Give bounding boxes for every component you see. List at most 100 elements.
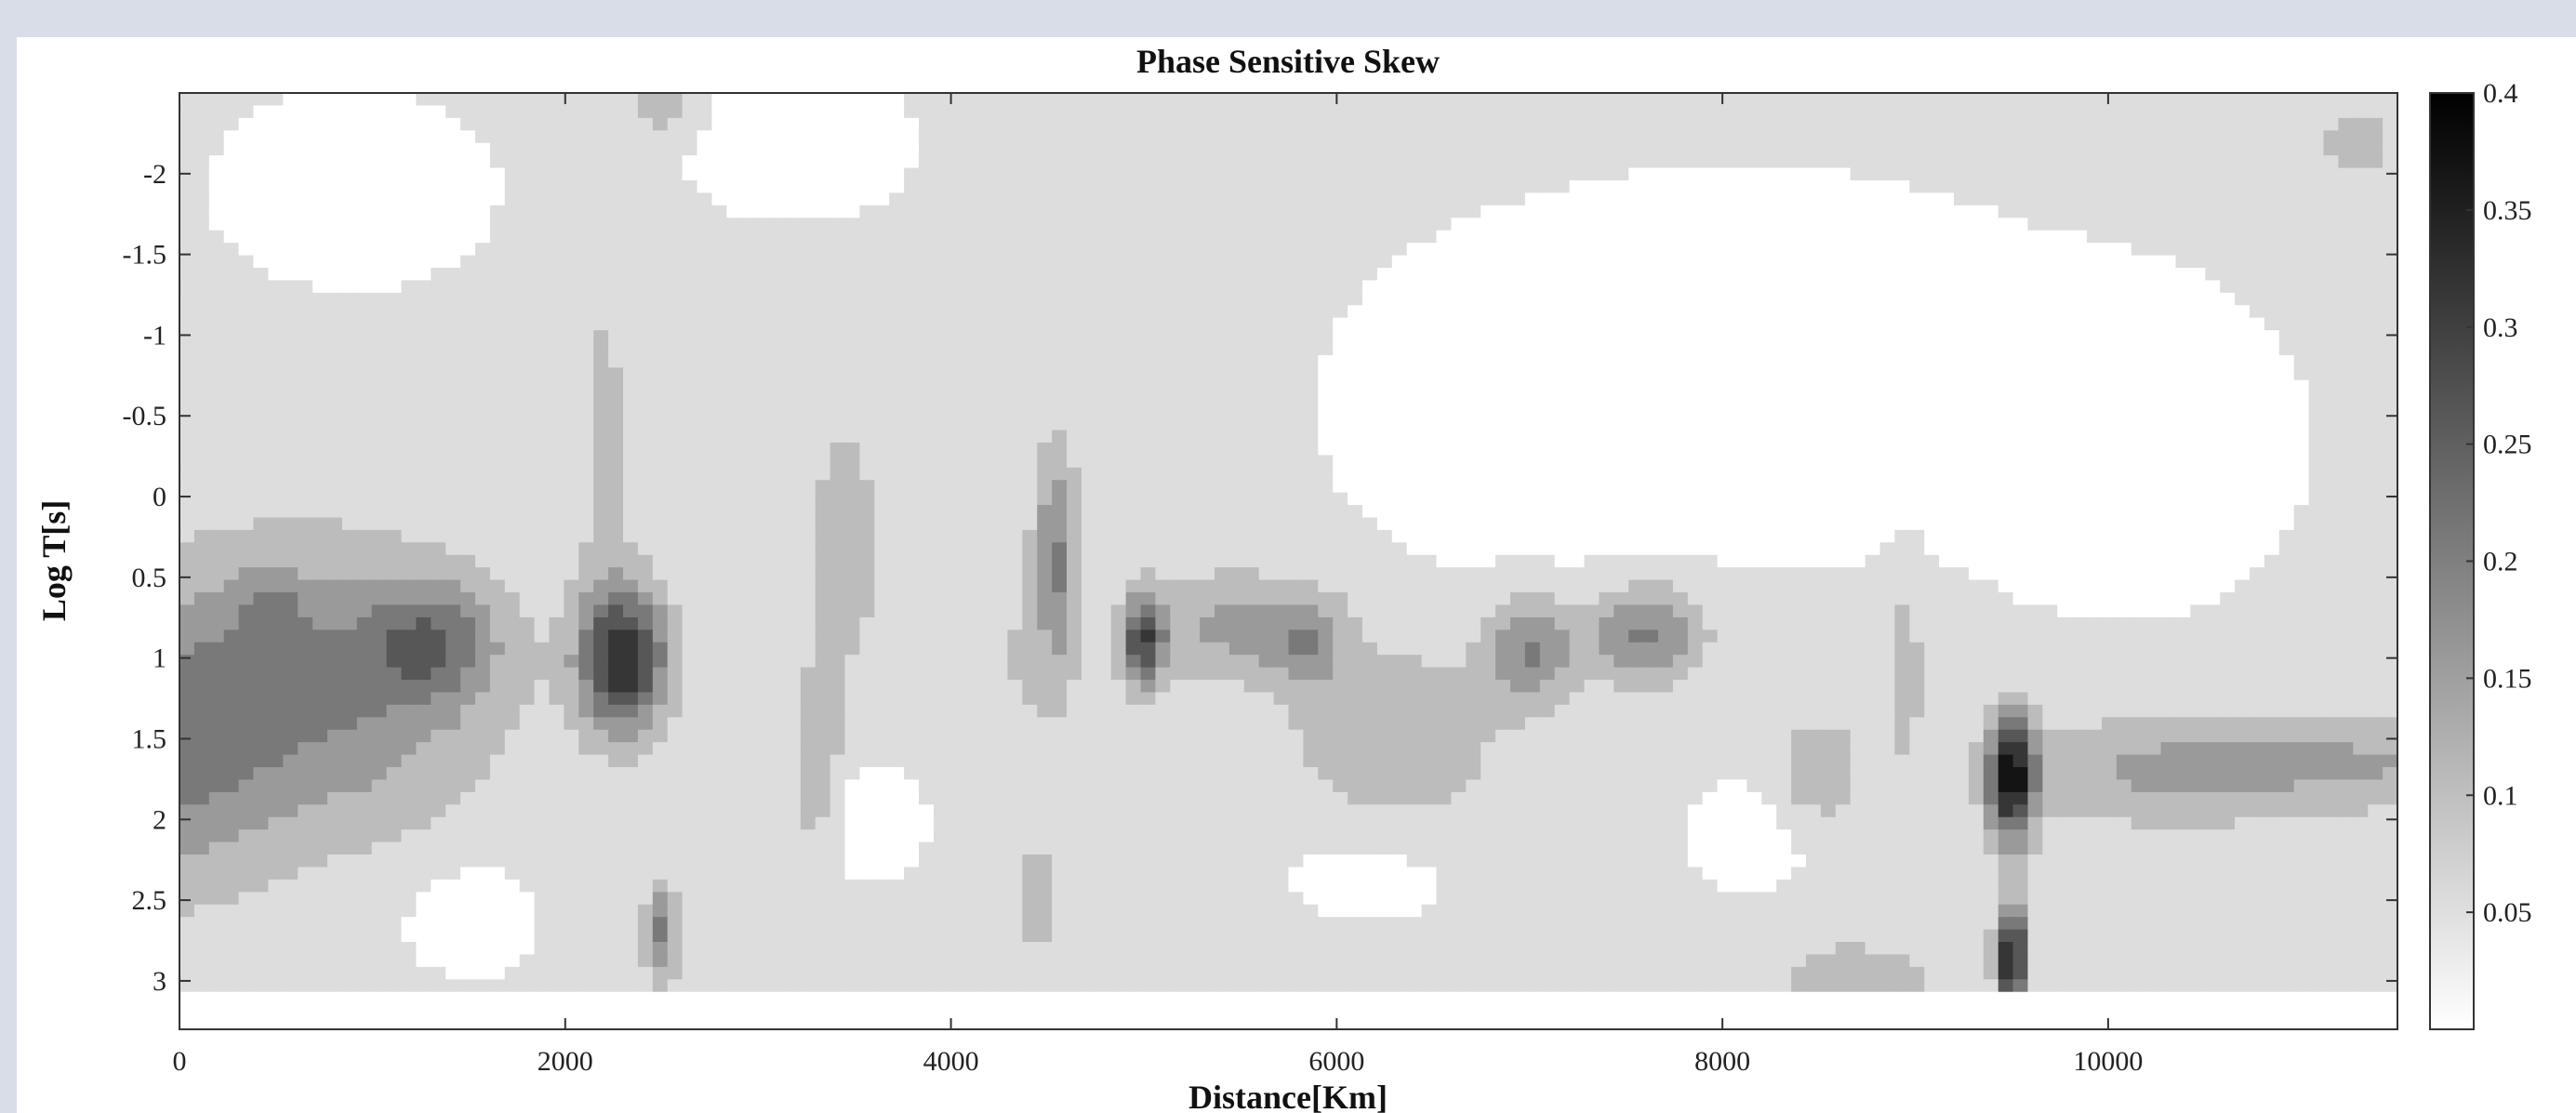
heatmap-cell-2418 (445, 292, 461, 306)
heatmap-cell-1580 (1362, 218, 1378, 232)
heatmap-cell-4978 (593, 505, 609, 519)
heatmap-cell-3185 (697, 354, 712, 368)
heatmap-cell-3447 (2353, 367, 2369, 381)
heatmap-cell-600 (179, 142, 195, 156)
heatmap-cell-2740 (771, 317, 787, 331)
heatmap-cell-4894 (1569, 492, 1586, 506)
heatmap-cell-4087 (726, 430, 742, 444)
heatmap-cell-2298 (889, 280, 905, 294)
heatmap-cell-4652 (208, 480, 225, 494)
heatmap-cell-3790 (771, 404, 787, 418)
heatmap-cell-3940 (771, 417, 787, 431)
heatmap-cell-728 (2072, 142, 2088, 156)
heatmap-cell-3061 (1081, 342, 1097, 356)
heatmap-cell-1097 (874, 179, 890, 194)
heatmap-cell-921 (489, 167, 506, 181)
heatmap-cell-4178 (2072, 430, 2088, 444)
heatmap-cell-4879 (1348, 492, 1363, 506)
heatmap-cell-1463 (1850, 205, 1866, 219)
heatmap-cell-4753 (1702, 480, 1719, 494)
heatmap-cell-3605 (253, 392, 269, 406)
heatmap-cell-3354 (977, 367, 994, 381)
heatmap-cell-1598 (1628, 218, 1644, 232)
heatmap-cell-3079 (1348, 342, 1363, 356)
heatmap-cell-3681 (1376, 392, 1393, 406)
heatmap-cell-1789 (2235, 230, 2251, 244)
heatmap-cell-2701 (193, 317, 210, 331)
heatmap-cell-4469 (1939, 455, 1955, 469)
heatmap-cell-3596 (2338, 379, 2354, 393)
heatmap-cell-1044 (2308, 167, 2325, 181)
heatmap-cell-4567 (1170, 467, 1186, 481)
heatmap-cell-1209 (312, 192, 328, 206)
heatmap-cell-3023 (519, 342, 536, 356)
heatmap-cell-4367 (431, 455, 446, 469)
heatmap-cell-1987 (726, 255, 742, 269)
heatmap-cell-1298 (1628, 192, 1644, 206)
heatmap-cell-2464 (1125, 292, 1142, 306)
heatmap-cell-2052 (1687, 255, 1704, 269)
heatmap-cell-4601 (1672, 467, 1689, 481)
heatmap-cell-2617 (1170, 305, 1186, 319)
heatmap-cell-434 (2160, 117, 2177, 131)
heatmap-cell-4850 (919, 492, 935, 506)
heatmap-cell-410 (1806, 117, 1822, 131)
heatmap-cell-2942 (1539, 330, 1556, 344)
heatmap-cell-2347 (1613, 280, 1629, 294)
heatmap-cell-45 (844, 93, 860, 107)
heatmap-cell-52 (948, 93, 964, 107)
heatmap-cell-1585 (1436, 218, 1452, 232)
heatmap-cell-3708 (1776, 392, 1792, 406)
heatmap-cell-1310 (1806, 192, 1822, 206)
heatmap-cell-3104 (1717, 342, 1733, 356)
heatmap-cell-659 (1052, 142, 1068, 156)
heatmap-cell-4337 (2205, 442, 2221, 456)
heatmap-cell-2624 (1273, 305, 1290, 319)
heatmap-cell-1204 (238, 192, 255, 206)
heatmap-cell-1366 (416, 205, 432, 219)
heatmap-cell-1622 (1983, 218, 1999, 232)
heatmap-cell-4974 (534, 505, 551, 519)
heatmap-cell-4710 (1067, 480, 1082, 494)
heatmap-cell-465 (401, 130, 417, 144)
heatmap-cell-2408 (298, 292, 313, 306)
heatmap-cell-1593 (1554, 218, 1571, 232)
heatmap-cell-4700 (919, 480, 935, 494)
heatmap-cell-188 (741, 105, 757, 119)
heatmap-cell-4132 (1391, 430, 1408, 444)
heatmap-cell-4055 (253, 430, 269, 444)
heatmap-cell-2893 (815, 330, 831, 344)
heatmap-cell-4436 (1451, 455, 1467, 469)
heatmap-cell-198 (889, 105, 905, 119)
heatmap-cell-4432 (1391, 455, 1408, 469)
heatmap-cell-4356 (268, 455, 284, 469)
heatmap-cell-2059 (1791, 255, 1807, 269)
heatmap-cell-2209 (1791, 267, 1807, 281)
heatmap-cell-1378 (593, 205, 609, 219)
heatmap-cell-2436 (711, 292, 727, 306)
heatmap-cell-3935 (697, 417, 712, 431)
heatmap-cell-1809 (312, 243, 328, 257)
heatmap-cell-3939 (756, 417, 772, 431)
heatmap-cell-329 (608, 117, 624, 131)
heatmap-cell-3225 (1288, 354, 1304, 368)
heatmap-cell-4288 (1481, 442, 1496, 456)
heatmap-cell-3013 (371, 342, 388, 356)
heatmap-cell-2757 (1022, 317, 1038, 331)
heatmap-cell-3118 (1924, 342, 1940, 356)
heatmap-cell-4859 (1052, 492, 1068, 506)
heatmap-cell-544 (1569, 130, 1586, 144)
heatmap-cell-432 (2131, 117, 2147, 131)
heatmap-cell-1411 (1081, 205, 1097, 219)
heatmap-cell-2515 (1879, 292, 1895, 306)
heatmap-cell-1781 (2116, 230, 2132, 244)
heatmap-cell-4858 (1037, 492, 1053, 506)
heatmap-cell-4381 (637, 455, 654, 469)
heatmap-cell-3981 (1376, 417, 1393, 431)
heatmap-cell-1927 (2057, 243, 2073, 257)
heatmap-cell-2771 (1228, 317, 1245, 331)
heatmap-cell-4697 (874, 480, 890, 494)
heatmap-cell-655 (992, 142, 1008, 156)
heatmap-cell-4714 (1125, 480, 1142, 494)
heatmap-cell-1406 (1007, 205, 1023, 219)
